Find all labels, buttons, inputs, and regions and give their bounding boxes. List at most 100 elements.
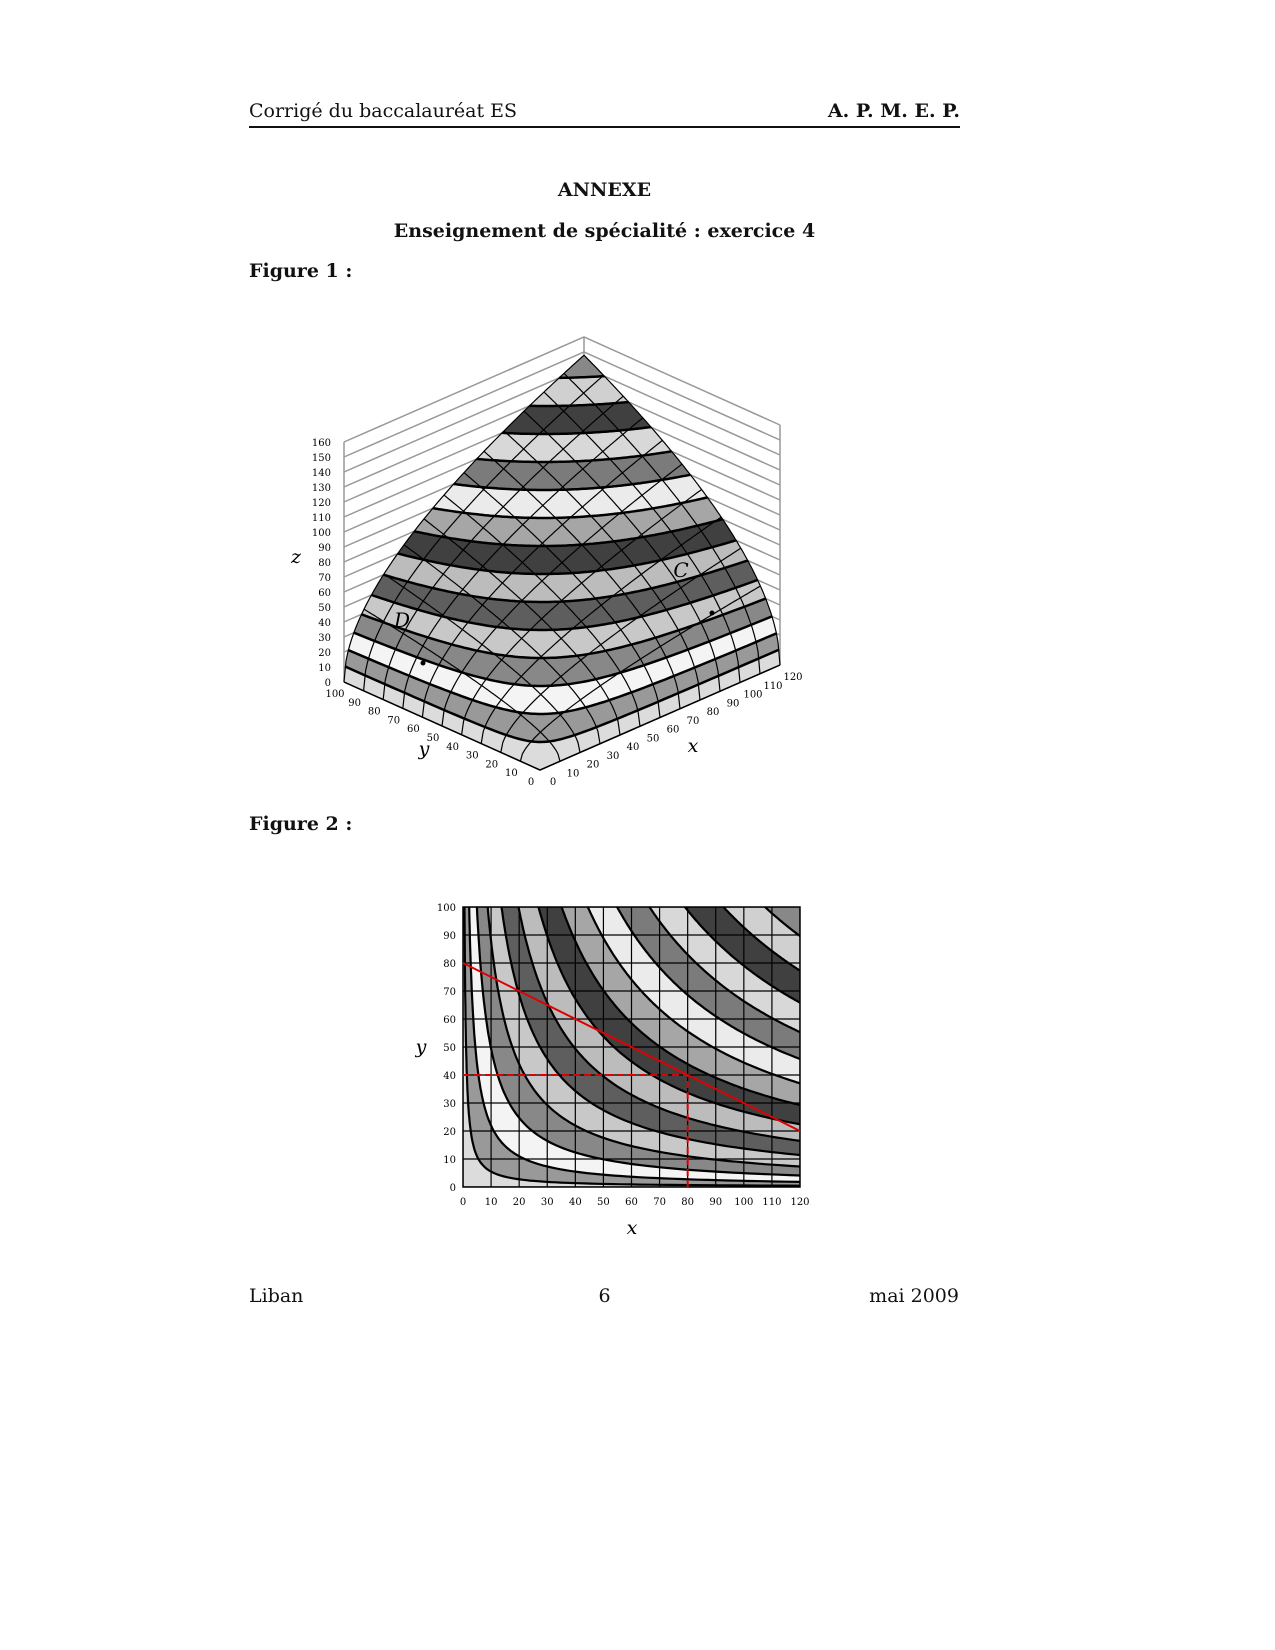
contour-line [586, 907, 800, 1085]
y-tick-label: 90 [443, 931, 456, 942]
surface-contour-line [397, 539, 737, 576]
surface-gridline [461, 489, 702, 735]
x-tick-label: 120 [790, 1197, 809, 1208]
z-tick-label: 0 [325, 678, 331, 689]
z-tick-label: 120 [312, 498, 331, 509]
z-tick-label: 30 [318, 633, 331, 644]
contour-line [475, 907, 800, 1177]
surface-contour-line [529, 400, 629, 408]
y-axis-label: y [415, 1036, 427, 1058]
y-tick-label: 90 [348, 698, 361, 709]
header-rule [249, 126, 960, 128]
x-tick-label: 120 [783, 672, 802, 683]
figure2-label: Figure 2 : [249, 813, 353, 835]
contour-line [560, 907, 800, 1107]
surface-contour-line [432, 496, 708, 520]
x-tick-label: 80 [707, 707, 720, 718]
surface-gridline [363, 374, 604, 691]
z-axis-label: z [290, 546, 302, 568]
y-tick-label: 0 [450, 1183, 456, 1194]
x-axis-label: x [627, 1217, 638, 1239]
surface-gridline [421, 439, 663, 718]
surface-contour-line [344, 648, 780, 744]
contour-line [463, 907, 800, 1187]
surface-contour-line [502, 425, 652, 436]
contour-line [648, 907, 800, 1034]
x-tick-label: 60 [625, 1197, 638, 1208]
footer-page-number: 6 [598, 1285, 611, 1307]
y-tick-label: 60 [407, 724, 420, 735]
z-tick-label: 10 [318, 663, 331, 674]
x-tick-label: 110 [763, 681, 782, 692]
z-tick-label: 90 [318, 543, 331, 554]
point-c-marker [709, 610, 715, 616]
y-tick-label: 20 [485, 759, 498, 770]
page-title: ANNEXE [557, 179, 652, 201]
y-tick-label: 40 [446, 742, 459, 753]
point-d-label: D [393, 608, 410, 632]
surface-contour-line [413, 517, 723, 548]
surface-gridline [480, 516, 722, 744]
y-tick-label: 10 [505, 768, 518, 779]
surface-contour-line [383, 559, 749, 604]
z-tick-label: 80 [318, 558, 331, 569]
plot-border [462, 906, 801, 1188]
y-tick-label: 80 [443, 959, 456, 970]
surface-contour-line [347, 632, 777, 716]
surface-contour-line [476, 450, 672, 464]
z-tick-label: 70 [318, 573, 331, 584]
footer-right: mai 2009 [869, 1285, 959, 1307]
surface-contour-line [559, 374, 605, 380]
surface-gridline [519, 585, 761, 762]
x-tick-label: 70 [653, 1197, 666, 1208]
z-tick-label: 130 [312, 483, 331, 494]
x-tick-label: 20 [587, 760, 600, 771]
surface-gridline [441, 463, 683, 727]
contour-line [722, 907, 800, 972]
surface-contour-line [453, 473, 691, 492]
y-tick-label: 70 [443, 987, 456, 998]
y-tick-label: 60 [443, 1015, 456, 1026]
contour-line [486, 907, 800, 1168]
y-tick-label: 30 [443, 1099, 456, 1110]
surface-band [344, 649, 780, 770]
constraint-line [462, 962, 801, 1132]
footer-left: Liban [249, 1285, 304, 1307]
x-tick-label: 10 [485, 1197, 498, 1208]
x-tick-label: 100 [734, 1197, 753, 1208]
point-d-marker [420, 660, 426, 666]
x-axis-label: x [688, 735, 699, 757]
contour-line [616, 907, 800, 1061]
header-left: Corrigé du baccalauréat ES [249, 100, 518, 122]
x-tick-label: 0 [460, 1197, 466, 1208]
contour-plot-area [463, 907, 800, 1187]
surface-gridline [382, 395, 624, 700]
z-tick-label: 110 [312, 513, 331, 524]
surface-contour-line [371, 578, 759, 632]
figure1-surface-chart: 0102030405060708090100110120130140150160… [290, 336, 803, 788]
z-tick-label: 20 [318, 648, 331, 659]
x-tick-label: 110 [762, 1197, 781, 1208]
surface-gridline [402, 417, 644, 709]
contour-line [500, 907, 800, 1157]
contour-line [684, 907, 800, 1004]
y-axis-label: y [418, 738, 430, 760]
x-tick-label: 30 [607, 751, 620, 762]
x-tick-label: 80 [681, 1197, 694, 1208]
contour-line [468, 907, 800, 1183]
x-tick-label: 30 [541, 1197, 554, 1208]
surface-band [344, 616, 780, 770]
y-tick-label: 100 [437, 903, 456, 914]
y-tick-label: 50 [427, 733, 440, 744]
x-tick-label: 100 [743, 690, 762, 701]
y-tick-label: 40 [443, 1071, 456, 1082]
y-tick-label: 30 [466, 751, 479, 762]
x-tick-label: 20 [513, 1197, 526, 1208]
y-tick-label: 20 [443, 1127, 456, 1138]
x-tick-label: 90 [709, 1197, 722, 1208]
y-tick-label: 100 [325, 689, 344, 700]
y-tick-label: 70 [387, 715, 400, 726]
x-tick-label: 50 [597, 1197, 610, 1208]
page-subtitle: Enseignement de spécialité : exercice 4 [393, 220, 816, 242]
point-c-label: C [673, 558, 688, 582]
